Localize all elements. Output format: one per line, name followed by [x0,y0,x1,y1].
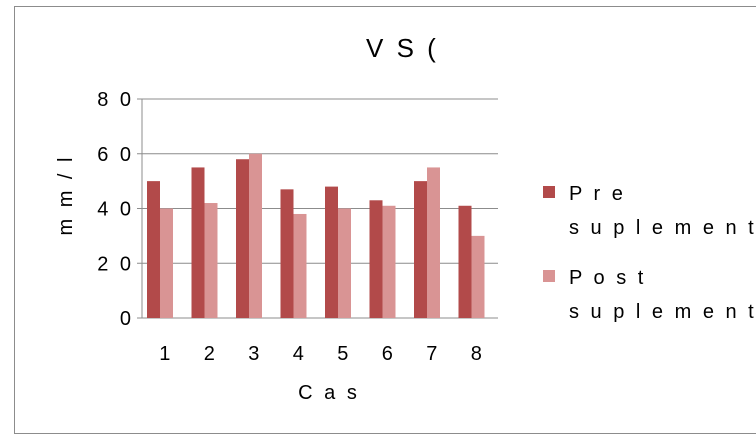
bar-post-3 [249,153,262,318]
legend-label-1-1: s u p l e m e n t [569,301,756,323]
bar-pre-6 [369,200,383,318]
chart-title: V S ( [366,33,439,63]
y-tick-label: 0 [120,308,134,330]
bar-pre-7 [414,181,427,318]
x-tick-label: 6 [382,343,396,365]
bar-pre-2 [191,167,205,318]
x-tick-label: 4 [293,343,307,365]
x-tick-label: 5 [337,343,351,365]
bar-pre-4 [280,189,294,318]
legend-swatch-0 [543,186,555,198]
y-tick-label: 6 0 [97,144,134,166]
x-axis-label: C a s [298,382,360,404]
legend-label-1-0: P o s t [569,267,646,289]
bar-pre-1 [147,181,160,318]
bar-post-8 [471,235,485,318]
y-tick-label: 4 0 [97,199,134,221]
legend-swatch-1 [543,270,555,282]
y-axis-label: m m / l [55,155,77,236]
bar-pre-8 [458,205,472,318]
legend-label-0-1: s u p l e m e n t [569,217,756,239]
bar-post-1 [160,208,173,318]
bar-pre-5 [325,186,338,318]
y-tick-label: 8 0 [97,89,134,111]
bar-post-7 [427,167,440,318]
y-tick-label: 2 0 [97,253,134,275]
bar-post-5 [338,208,351,318]
bar-post-6 [382,205,396,318]
bar-pre-3 [236,159,249,318]
x-tick-label: 3 [248,343,262,365]
legend-label-0-0: P r e [569,183,626,205]
bar-post-4 [293,213,307,318]
x-tick-label: 1 [159,343,173,365]
x-tick-label: 8 [471,343,485,365]
x-tick-label: 7 [426,343,440,365]
bar-post-2 [204,203,218,318]
x-tick-label: 2 [204,343,218,365]
